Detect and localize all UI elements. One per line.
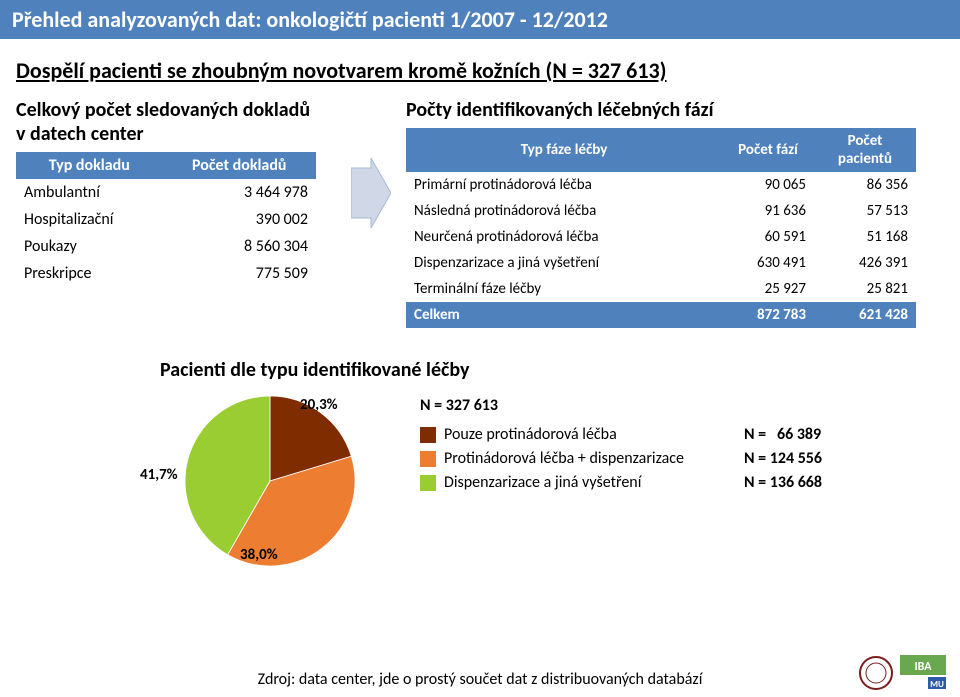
pie-n-total: N = 327 613 — [420, 396, 822, 415]
total-v2: 621 428 — [814, 302, 916, 328]
right-title: Počty identifikovaných léčebných fází — [406, 98, 926, 122]
table-cell: 60 591 — [722, 224, 814, 250]
arrow-icon — [346, 98, 396, 228]
table-cell: 86 356 — [814, 172, 916, 198]
mu-seal-icon — [858, 655, 894, 691]
legend-label: Pouze protinádorová léčba — [444, 425, 744, 444]
table-cell: 91 636 — [722, 198, 814, 224]
table-cell: 51 168 — [814, 224, 916, 250]
svg-text:IBA: IBA — [914, 660, 932, 674]
right-table-block: Počty identifikovaných léčebných fází Ty… — [406, 98, 926, 328]
table-cell: Poukazy — [16, 233, 162, 260]
table-cell: Terminální fáze léčby — [406, 276, 722, 302]
table-cell: 3 464 978 — [162, 179, 316, 206]
table-cell: 25 821 — [814, 276, 916, 302]
left-title-line2: v datech center — [16, 122, 144, 146]
legend-swatch — [420, 475, 436, 491]
table-cell: 25 927 — [722, 276, 814, 302]
table-cell: 775 509 — [162, 260, 316, 287]
legend-n: N = 124 556 — [744, 449, 822, 468]
left-title-line1: Celkový počet sledovaných dokladů — [16, 98, 310, 122]
iba-logo-icon: IBA MU — [900, 655, 946, 691]
pie-pct-label: 20,3% — [300, 396, 338, 414]
table-cell: 426 391 — [814, 250, 916, 276]
footer-logos: IBA MU — [858, 655, 946, 691]
left-th-count: Počet dokladů — [162, 152, 316, 179]
right-th-type: Typ fáze léčby — [406, 128, 722, 172]
table-cell: Dispenzarizace a jiná vyšetření — [406, 250, 722, 276]
left-table-block: Celkový počet sledovaných dokladů v date… — [16, 98, 346, 287]
left-table: Typ dokladu Počet dokladů Ambulantní3 46… — [16, 152, 316, 287]
left-th-type: Typ dokladu — [16, 152, 162, 179]
pie-section: Pacienti dle typu identifikované léčby 2… — [160, 358, 960, 566]
legend-label: Dispenzarizace a jiná vyšetření — [444, 473, 744, 492]
source-text: Zdroj: data center, jde o prostý součet … — [0, 670, 960, 689]
legend-swatch — [420, 427, 436, 443]
page-title: Přehled analyzovaných dat: onkologičtí p… — [0, 0, 960, 39]
subtitle: Dospělí pacienti se zhoubným novotvarem … — [16, 57, 960, 84]
legend-swatch — [420, 451, 436, 467]
table-cell: 8 560 304 — [162, 233, 316, 260]
pie-pct-label: 38,0% — [240, 546, 278, 564]
right-th-phases: Počet fází — [722, 128, 814, 172]
svg-text:MU: MU — [930, 679, 944, 690]
table-cell: Ambulantní — [16, 179, 162, 206]
total-label: Celkem — [406, 302, 722, 328]
table-cell: Hospitalizační — [16, 206, 162, 233]
total-v1: 872 783 — [722, 302, 814, 328]
pie-legend: N = 327 613 Pouze protinádorová léčba N … — [420, 396, 822, 497]
table-cell: 630 491 — [722, 250, 814, 276]
right-table: Typ fáze léčby Počet fází Počet pacientů… — [406, 128, 916, 328]
pie-chart: 20,3% 38,0% 41,7% — [160, 396, 380, 566]
pie-pct-label: 41,7% — [140, 466, 178, 484]
legend-label: Protinádorová léčba + dispenzarizace — [444, 449, 744, 468]
table-cell: Následná protinádorová léčba — [406, 198, 722, 224]
table-cell: 57 513 — [814, 198, 916, 224]
table-cell: Neurčená protinádorová léčba — [406, 224, 722, 250]
table-cell: 90 065 — [722, 172, 814, 198]
table-cell: Primární protinádorová léčba — [406, 172, 722, 198]
legend-n: N = 66 389 — [744, 425, 821, 444]
pie-title: Pacienti dle typu identifikované léčby — [160, 358, 960, 382]
table-cell: Preskripce — [16, 260, 162, 287]
right-th-patients: Počet pacientů — [814, 128, 916, 172]
legend-n: N = 136 668 — [744, 473, 822, 492]
table-cell: 390 002 — [162, 206, 316, 233]
